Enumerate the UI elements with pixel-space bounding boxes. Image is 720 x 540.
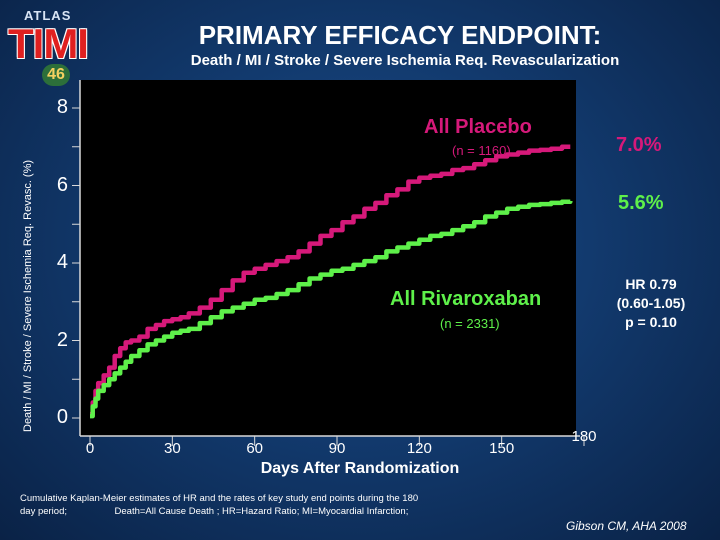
axes <box>72 80 585 446</box>
y-tick-label-8: 8 <box>56 96 68 118</box>
plot-area <box>80 80 576 436</box>
y-tick-label-2: 2 <box>56 328 68 351</box>
x-tick-label-0: 0 <box>85 440 95 457</box>
rivaroxaban-n-label: (n = 2331) <box>440 316 500 331</box>
rivaroxaban-end-value: 5.6% <box>618 192 664 214</box>
rivaroxaban-series-label: All Rivaroxaban <box>390 288 542 310</box>
x-axis-label: Days After Randomization <box>260 460 460 477</box>
x-tick-label-30: 30 <box>163 440 181 457</box>
y-tick-label-4: 4 <box>56 251 68 273</box>
footnote: Cumulative Kaplan-Meier estimates of HR … <box>20 492 540 518</box>
confidence-interval-text: (0.60-1.05) <box>616 295 686 311</box>
x-tick-label-120: 120 <box>406 440 432 457</box>
series-lines <box>90 144 573 419</box>
rivaroxaban-series-line <box>90 199 573 419</box>
timi-logo-text: TIMI <box>8 20 89 67</box>
slide-title: PRIMARY EFFICACY ENDPOINT: <box>198 20 602 50</box>
x-tick-label-150: 150 <box>489 440 515 457</box>
footnote-line-2: day period; Death=All Cause Death ; HR=H… <box>20 506 409 517</box>
p-value-text: p = 0.10 <box>625 314 677 330</box>
placebo-n-label: (n = 1160) <box>452 143 511 158</box>
x-tick-label-180: 180 <box>571 428 597 445</box>
placebo-series-label: All Placebo <box>424 116 532 138</box>
atlas-logo-text: ATLAS <box>24 8 72 23</box>
x-tick-label-60: 60 <box>246 440 263 457</box>
y-tick-label-6: 6 <box>56 173 68 196</box>
hazard-ratio-text: HR 0.79 <box>625 276 677 292</box>
x-tick-label-90: 90 <box>328 440 346 457</box>
citation: Gibson CM, AHA 2008 <box>566 519 687 533</box>
trial-number-badge: 46 <box>42 64 70 86</box>
placebo-end-value: 7.0% <box>616 134 662 156</box>
slide-subtitle: Death / MI / Stroke / Severe Ischemia Re… <box>190 52 620 69</box>
footnote-line-1: Cumulative Kaplan-Meier estimates of HR … <box>20 493 419 504</box>
y-tick-label-0: 0 <box>56 406 68 428</box>
placebo-series-line <box>90 144 571 417</box>
